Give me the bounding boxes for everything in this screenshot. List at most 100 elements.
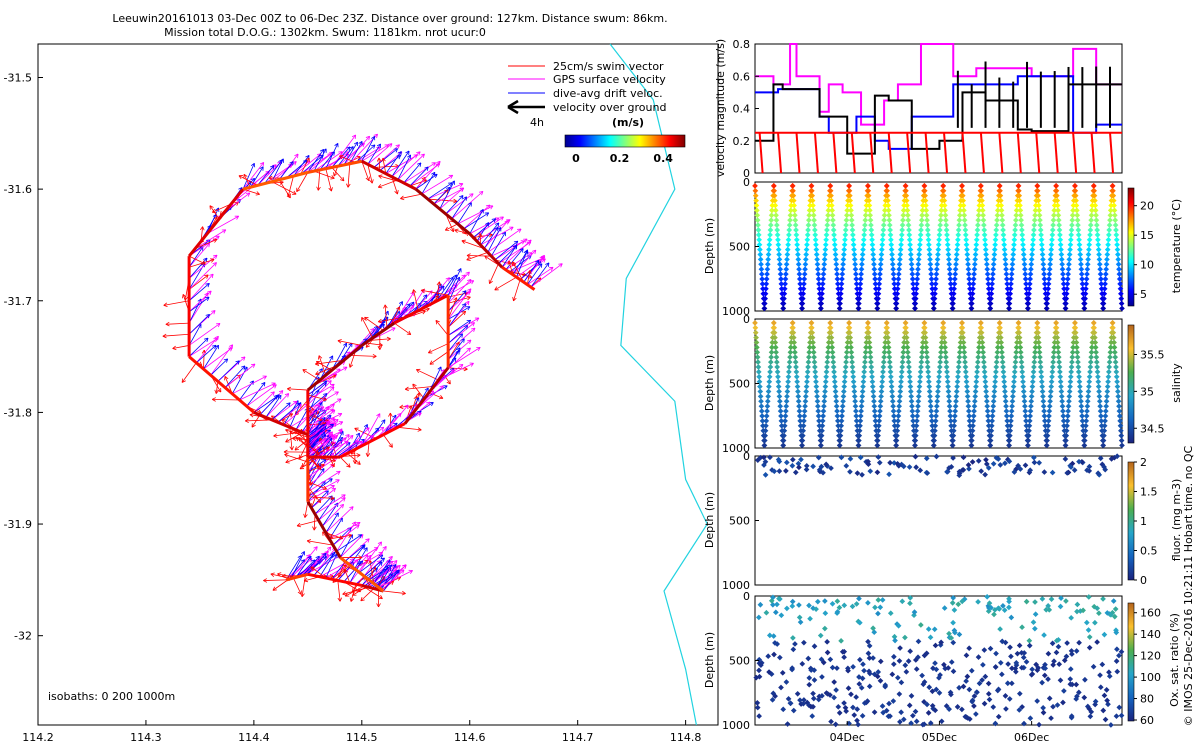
depth-sample-point (823, 369, 830, 375)
gps-velocity-vector-head (344, 440, 349, 446)
depth-sample-point (959, 320, 965, 326)
depth-sample-point (1036, 212, 1043, 219)
colorbar-tick-label: 2 (1140, 456, 1147, 469)
isobath-label: isobaths: 0 200 1000m (48, 690, 175, 703)
depth-sample-point (981, 227, 988, 233)
depth-sample-point (804, 369, 811, 375)
swim-vector (294, 439, 309, 451)
depth-sample-point (865, 329, 872, 336)
swim-vector-head (238, 175, 243, 180)
depth-sample-point (933, 403, 940, 410)
gps-velocity-vector-head (458, 364, 464, 369)
depth-sample-point (891, 276, 897, 282)
depth-sample-point (752, 324, 759, 331)
depth-sample-point (836, 710, 843, 716)
depth-sample-point (1062, 456, 1069, 462)
depth-sample-point (1068, 615, 1075, 621)
depth-sample-point (968, 305, 975, 312)
depth-sample-point (943, 354, 949, 361)
depth-sample-point (933, 271, 940, 277)
gps-velocity-vector-head (228, 347, 233, 352)
swim-vector (215, 381, 219, 394)
depth-sample-point (806, 344, 813, 351)
depth-sample-point (875, 427, 882, 434)
depth-sample-point (956, 212, 963, 219)
depth-sample-point (1045, 290, 1051, 297)
depth-sample-point (1092, 339, 1099, 346)
depth-sample-point (773, 349, 779, 356)
depth-sample-point (819, 285, 826, 292)
depth-sample-point (1102, 276, 1109, 282)
depth-sample-point (846, 320, 852, 326)
gps-velocity-vector (527, 266, 554, 285)
swim-vector (383, 434, 393, 448)
depth-sample-point (822, 251, 828, 258)
gps-velocity-vector (469, 217, 500, 235)
drift-velocity-vector (325, 512, 339, 533)
depth-sample-point (871, 709, 878, 715)
depth-sample-point (829, 664, 836, 671)
swim-vector-head (263, 578, 268, 583)
depth-sample-point (935, 241, 942, 248)
depth-sample-point (895, 674, 901, 681)
depth-sample-point (1095, 383, 1102, 390)
depth-sample-point (768, 217, 775, 224)
depth-sample-point (1057, 378, 1064, 385)
temperature-points (752, 183, 1125, 312)
depth-sample-point (909, 403, 915, 410)
depth-sample-point (1045, 602, 1051, 609)
depth-sample-point (1086, 644, 1093, 651)
depth-sample-point (960, 467, 967, 473)
depth-sample-point (947, 418, 954, 424)
depth-y-tick-label: 0 (743, 176, 750, 189)
depth-sample-point (1091, 324, 1097, 331)
depth-sample-point (1078, 408, 1085, 414)
depth-sample-point (970, 285, 976, 292)
gps-velocity-vector (307, 470, 341, 493)
colorbar-tick-label: 35.5 (1140, 349, 1165, 362)
depth-sample-point (837, 290, 844, 297)
depth-sample-point (840, 261, 846, 268)
depth-sample-point (949, 305, 956, 312)
depth-sample-point (1098, 281, 1105, 287)
depth-sample-point (1019, 369, 1026, 375)
depth-sample-point (1043, 305, 1050, 312)
swim-vector-head (330, 495, 335, 501)
depth-sample-point (935, 246, 942, 253)
gps-velocity-vector (265, 393, 290, 418)
drift-velocity-vector (337, 146, 354, 167)
depth-sample-point (1083, 285, 1089, 292)
depth-sample-point (1039, 388, 1046, 395)
depth-sample-point (758, 398, 764, 405)
depth-sample-point (962, 222, 968, 228)
depth-sample-point (805, 354, 812, 361)
depth-sample-point (1114, 246, 1121, 253)
gps-velocity-vector (447, 317, 480, 336)
gps-velocity-vector (494, 238, 528, 261)
swim-vector (390, 306, 400, 326)
drift-velocity-vector (278, 161, 294, 181)
depth-sample-point (991, 388, 998, 395)
drift-velocity-vector (257, 165, 275, 186)
drift-velocity-vector (246, 382, 266, 407)
depth-sample-point (1019, 373, 1026, 380)
depth-sample-point (843, 462, 850, 469)
gps-velocity-vector-head (337, 412, 343, 417)
depth-sample-point (895, 271, 902, 277)
depth-sample-point (1032, 625, 1038, 632)
gps-velocity-vector-head (549, 266, 554, 272)
depth-sample-point (969, 432, 976, 439)
depth-sample-point (815, 266, 821, 273)
gps-velocity-vector (232, 375, 267, 395)
depth-sample-point (764, 266, 771, 273)
map-colorbar-tick-label: 0 (572, 152, 580, 165)
depth-sample-point (1101, 295, 1107, 302)
depth-sample-point (894, 290, 901, 297)
depth-sample-point (1027, 715, 1034, 722)
gps-velocity-vector-head (262, 375, 267, 380)
depth-sample-point (906, 227, 912, 233)
depth-sample-point (1048, 241, 1055, 248)
drift-velocity-vector-head (259, 166, 264, 171)
depth-sample-point (1029, 388, 1035, 395)
depth-sample-point (824, 649, 831, 656)
